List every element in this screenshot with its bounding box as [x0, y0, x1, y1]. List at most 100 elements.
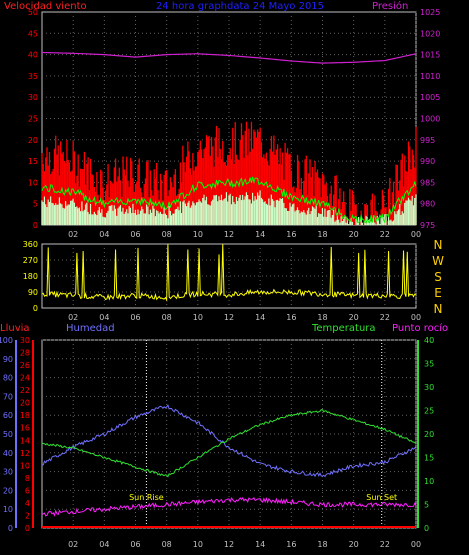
panel1-left-tick: 30	[28, 93, 38, 102]
rain-tick: 28	[20, 349, 30, 358]
panel3-hour-tick: 22	[380, 540, 390, 549]
panel1-right-tick: 985	[420, 178, 435, 187]
humidity-tick: 30	[3, 468, 13, 477]
panel1-hour-tick: 10	[193, 230, 203, 239]
rain-tick: 26	[20, 361, 30, 370]
panel1-hour-tick: 18	[317, 230, 327, 239]
panel1-right-tick: 995	[420, 136, 435, 145]
panel2-hour-tick: 12	[224, 313, 234, 322]
rain-tick: 14	[20, 436, 30, 445]
panel1-right-tick: 975	[420, 221, 435, 230]
panel3-hour-tick: 00	[411, 540, 421, 549]
temperature-line	[41, 409, 417, 478]
rain-tick: 10	[20, 461, 30, 470]
temperature-tick: 35	[424, 360, 434, 369]
panel1-title-left: Velocidad viento	[4, 1, 87, 12]
panel2-hour-tick: 18	[317, 313, 327, 322]
panel2-left-tick: 90	[28, 288, 38, 297]
panel1-title-center: 24 hora graphdata 24 Mayo 2015	[156, 1, 324, 12]
rain-tick: 22	[20, 386, 30, 395]
rain-tick: 30	[20, 336, 30, 345]
panel1-hour-tick: 00	[411, 230, 421, 239]
panel2-hour-tick: 08	[162, 313, 172, 322]
panel1-left-tick: 40	[28, 51, 38, 60]
panel1-hour-tick: 16	[286, 230, 296, 239]
temperature-tick: 30	[424, 383, 434, 392]
panel1-left-tick: 10	[28, 178, 38, 187]
compass-label: N	[434, 302, 443, 316]
panel1-right-tick: 1005	[420, 93, 440, 102]
dewpoint-line	[41, 496, 417, 517]
panel1-right-tick: 1000	[420, 115, 440, 124]
panel2-hour-tick: 06	[130, 313, 140, 322]
panel1-hour-tick: 08	[162, 230, 172, 239]
humidity-tick: 0	[8, 524, 13, 533]
panel1-left-tick: 50	[28, 8, 38, 17]
panel3-title-rain: Lluvia	[0, 323, 30, 334]
panel2-left-tick: 180	[23, 272, 38, 281]
panel2-hour-tick: 16	[286, 313, 296, 322]
compass-label: W	[432, 254, 444, 268]
direction-line	[41, 244, 417, 302]
humidity-tick: 40	[3, 449, 13, 458]
temperature-tick: 40	[424, 336, 434, 345]
panel1-hour-tick: 22	[380, 230, 390, 239]
panel1-hour-tick: 02	[68, 230, 78, 239]
humidity-line	[41, 404, 417, 478]
panel3-hour-tick: 02	[68, 540, 78, 549]
panel1-right-tick: 1010	[420, 72, 440, 81]
temperature-tick: 15	[424, 454, 434, 463]
rain-tick: 4	[25, 499, 30, 508]
humidity-tick: 60	[3, 411, 13, 420]
temperature-tick: 0	[424, 524, 429, 533]
panel2-hour-tick: 04	[99, 313, 109, 322]
humidity-tick: 90	[3, 355, 13, 364]
compass-label: S	[434, 270, 442, 284]
panel1-hour-tick: 14	[255, 230, 265, 239]
panel1-right-tick: 980	[420, 200, 435, 209]
panel3-hour-tick: 06	[130, 540, 140, 549]
panel2-hour-tick: 20	[349, 313, 359, 322]
sunrise-label: Sun Rise	[129, 493, 164, 502]
panel1-left-tick: 35	[28, 72, 38, 81]
panel3-hour-tick: 18	[317, 540, 327, 549]
panel2-hour-tick: 22	[380, 313, 390, 322]
panel1-hour-tick: 20	[349, 230, 359, 239]
panel2-left-tick: 270	[23, 256, 38, 265]
panel1-right-tick: 1015	[420, 51, 440, 60]
panel3-hour-tick: 16	[286, 540, 296, 549]
panel2-left-tick: 0	[33, 304, 38, 313]
panel1-hour-tick: 04	[99, 230, 109, 239]
humidity-tick: 50	[3, 430, 13, 439]
temperature-tick: 5	[424, 501, 429, 510]
rain-tick: 0	[25, 524, 30, 533]
panel3-hour-tick: 20	[349, 540, 359, 549]
compass-label: E	[434, 286, 442, 300]
panel1-left-tick: 0	[33, 221, 38, 230]
rain-tick: 18	[20, 411, 30, 420]
panel1-hour-tick: 12	[224, 230, 234, 239]
panel2-hour-tick: 10	[193, 313, 203, 322]
rain-tick: 24	[20, 374, 30, 383]
temperature-tick: 10	[424, 477, 434, 486]
sunset-label: Sun Set	[366, 493, 397, 502]
panel1-right-tick: 990	[420, 157, 435, 166]
panel1-left-tick: 25	[28, 115, 38, 124]
panel1-left-tick: 20	[28, 136, 38, 145]
panel1-title-right: Presión	[372, 0, 408, 12]
rain-tick: 8	[25, 474, 30, 483]
panel1-left-tick: 15	[28, 157, 38, 166]
panel1-left-tick: 5	[33, 200, 38, 209]
panel1-hour-tick: 06	[130, 230, 140, 239]
pressure-line	[41, 51, 417, 64]
temperature-tick: 20	[424, 430, 434, 439]
temperature-tick: 25	[424, 407, 434, 416]
humidity-tick: 70	[3, 392, 13, 401]
compass-label: N	[434, 238, 443, 252]
panel3-hour-tick: 08	[162, 540, 172, 549]
humidity-tick: 10	[3, 505, 13, 514]
wind-mean-line	[41, 176, 417, 224]
panel2-left-tick: 360	[23, 240, 38, 249]
rain-tick: 2	[25, 511, 30, 520]
panel3-hour-tick: 14	[255, 540, 265, 549]
